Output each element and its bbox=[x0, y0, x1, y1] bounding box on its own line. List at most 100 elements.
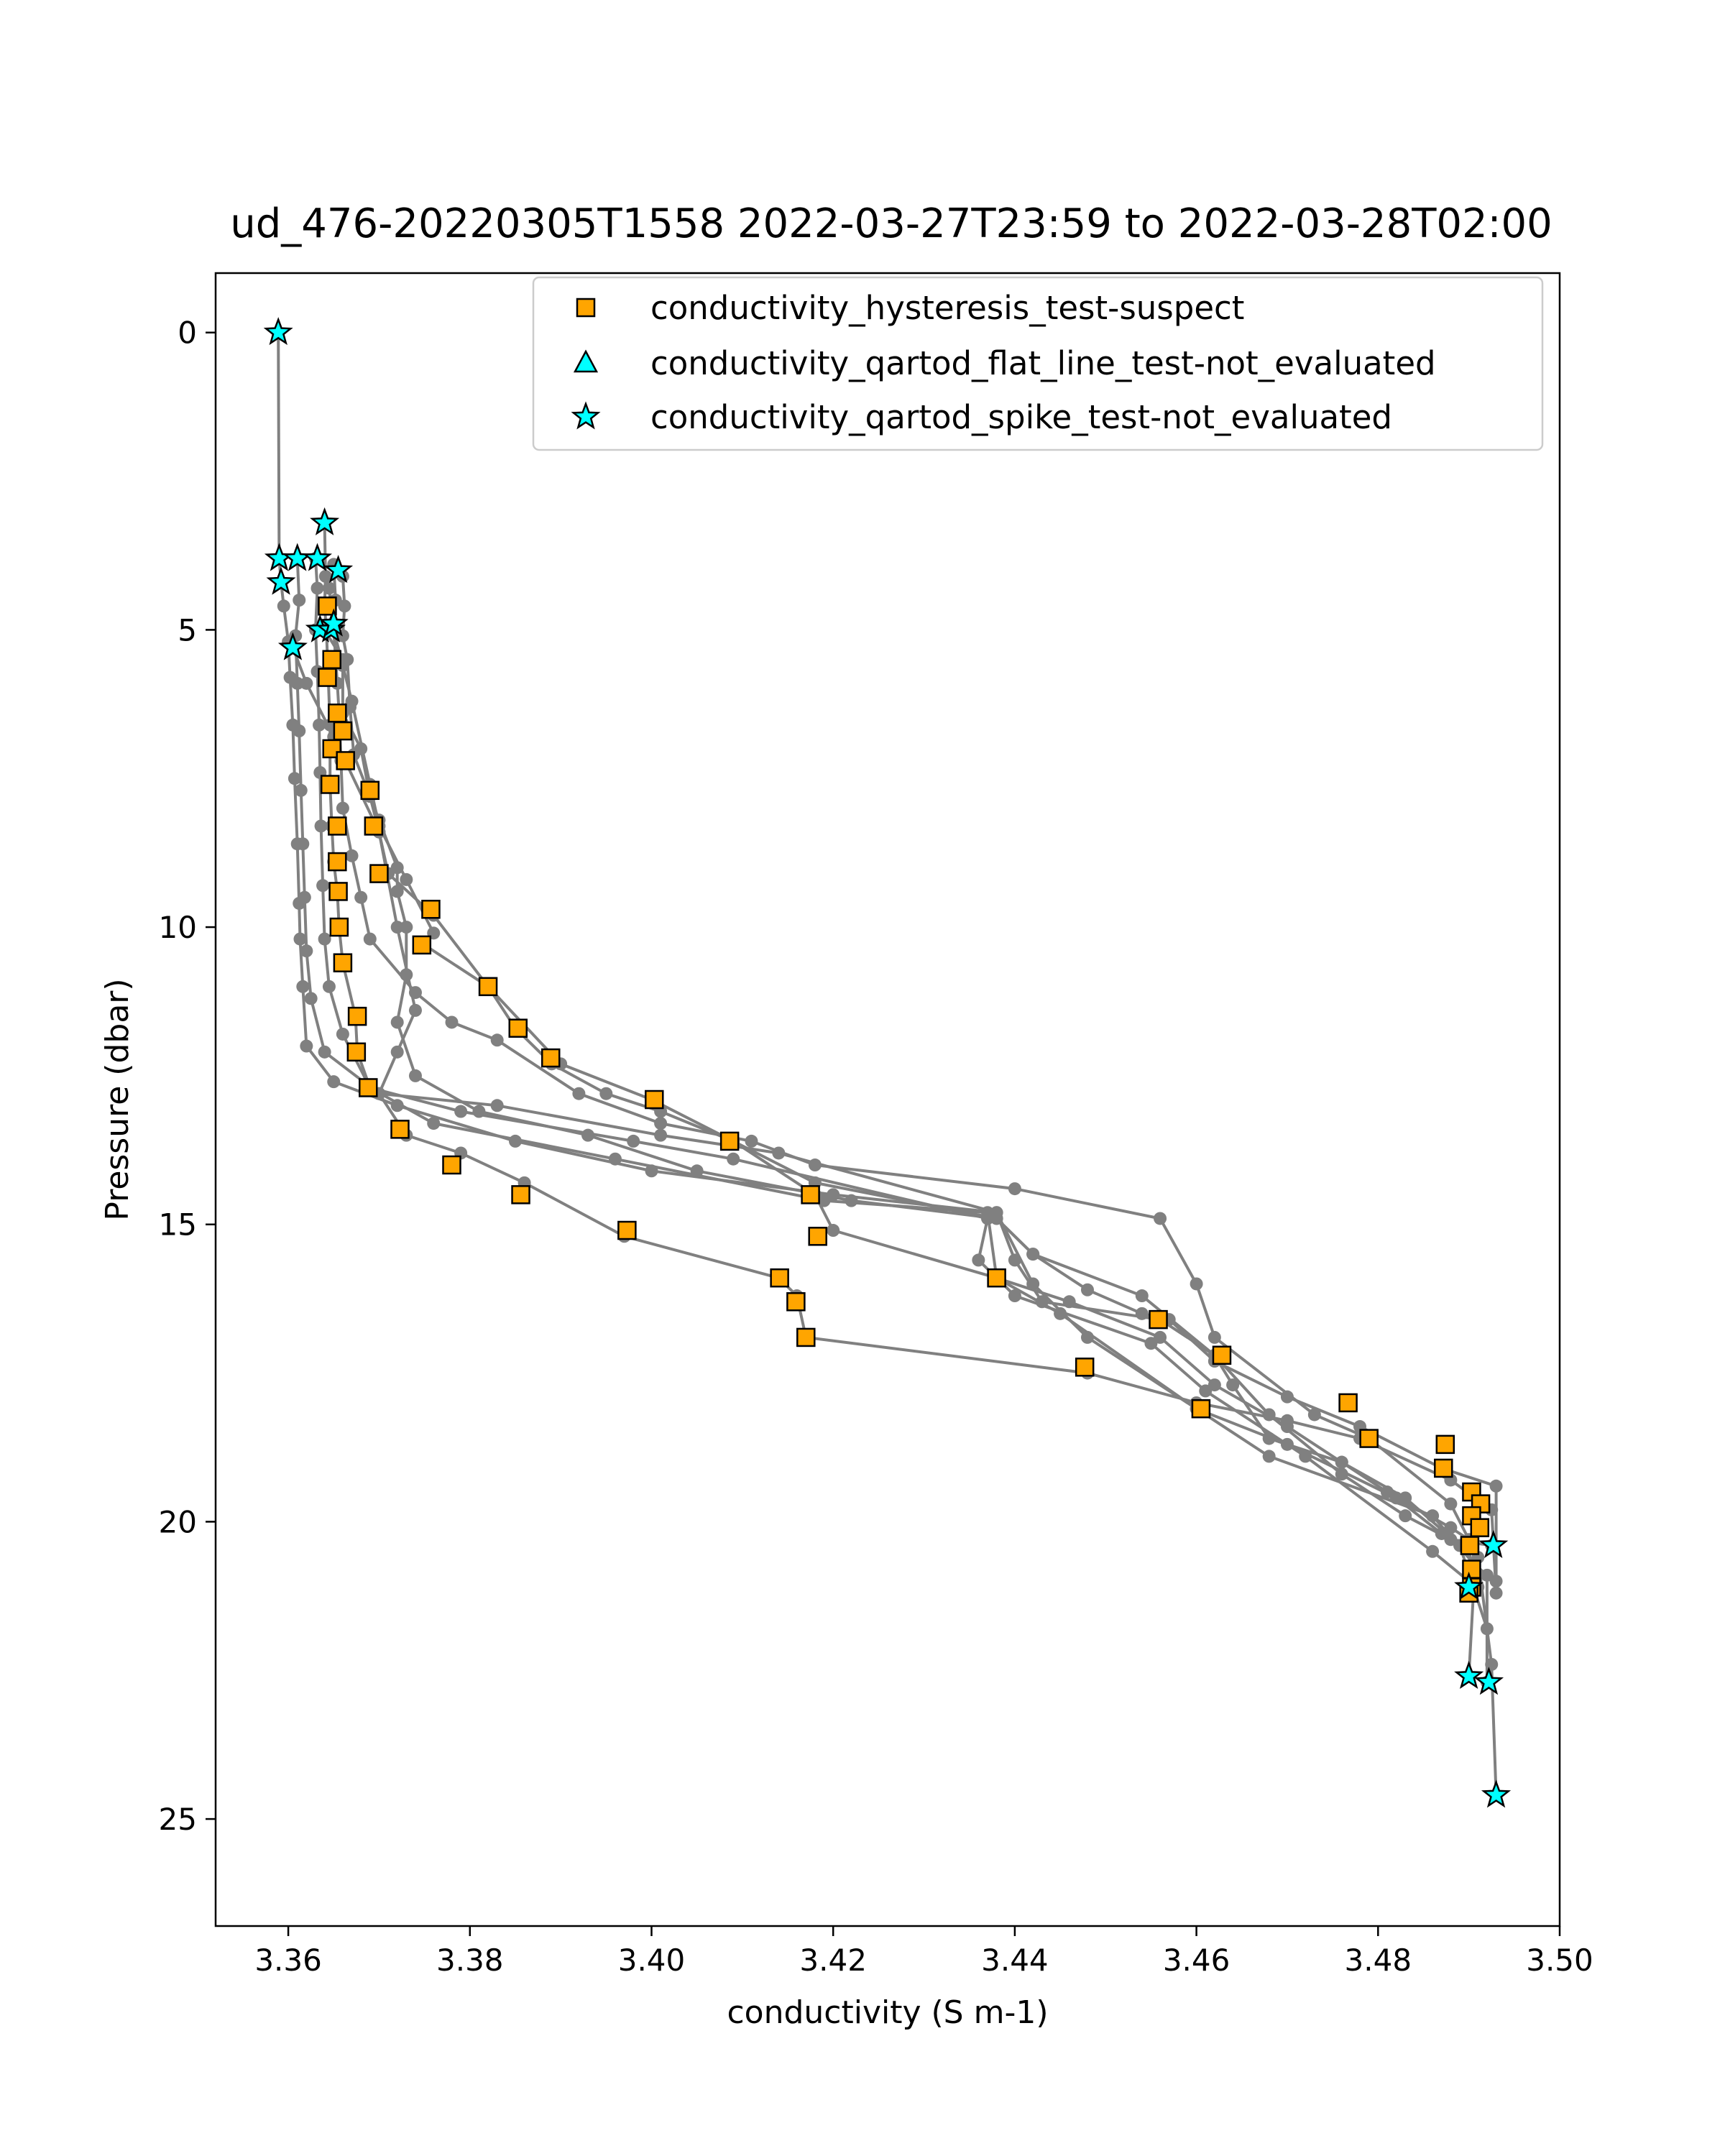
profile-point bbox=[314, 819, 328, 833]
hysteresis-suspect-marker bbox=[1338, 1393, 1358, 1413]
profile-point bbox=[1135, 1289, 1149, 1303]
profile-point bbox=[1154, 1330, 1167, 1344]
hysteresis-suspect-marker bbox=[478, 977, 498, 997]
spike-not-evaluated-marker bbox=[266, 566, 296, 595]
profile-point bbox=[1208, 1330, 1221, 1344]
profile-point bbox=[390, 1015, 404, 1029]
profile-point bbox=[1280, 1390, 1294, 1404]
hysteresis-suspect-marker bbox=[360, 780, 380, 801]
profile-point bbox=[294, 783, 308, 797]
profile-point bbox=[990, 1212, 1003, 1225]
hysteresis-suspect-marker bbox=[617, 1220, 637, 1240]
hysteresis-suspect-marker bbox=[1075, 1358, 1095, 1377]
profile-point bbox=[1054, 1307, 1067, 1320]
profile-point bbox=[288, 772, 301, 786]
profile-point bbox=[290, 676, 304, 690]
profile-point bbox=[581, 1128, 595, 1142]
profile-point bbox=[445, 1015, 459, 1029]
profile-point bbox=[808, 1158, 822, 1172]
hysteresis-suspect-marker bbox=[1435, 1434, 1455, 1455]
hysteresis-suspect-marker bbox=[328, 703, 347, 723]
spike-not-evaluated-markers bbox=[263, 317, 1512, 1808]
x-tick-label: 3.48 bbox=[1345, 1943, 1412, 1978]
profile-point bbox=[408, 1069, 422, 1082]
legend: conductivity_hysteresis_test-suspectcond… bbox=[532, 276, 1544, 451]
profile-point bbox=[608, 1152, 622, 1166]
spike-not-evaluated-marker bbox=[1478, 1529, 1509, 1558]
legend-box bbox=[532, 276, 1544, 451]
spike-not-evaluated-marker bbox=[263, 317, 293, 346]
profile-point bbox=[1335, 1468, 1348, 1481]
spike-not-evaluated-marker bbox=[303, 543, 332, 571]
hysteresis-suspect-marker bbox=[1434, 1458, 1453, 1478]
y-tick-label: 25 bbox=[159, 1802, 197, 1837]
spike-not-evaluated-marker bbox=[1473, 1667, 1504, 1695]
y-tick-label: 20 bbox=[159, 1504, 197, 1539]
x-axis-label: conductivity (S m-1) bbox=[727, 1994, 1048, 2031]
hysteresis-suspect-marker bbox=[1460, 1536, 1480, 1555]
hysteresis-suspect-marker bbox=[1470, 1518, 1490, 1537]
hysteresis-suspect-marker bbox=[1359, 1429, 1379, 1448]
profile-point bbox=[293, 594, 306, 607]
x-tick-label: 3.46 bbox=[1163, 1943, 1230, 1978]
profile-point bbox=[490, 1099, 504, 1112]
legend-label: conductivity_qartod_flat_line_test-not_e… bbox=[650, 344, 1436, 382]
hysteresis-suspect-marker bbox=[322, 650, 341, 670]
x-tick-label: 3.38 bbox=[436, 1943, 504, 1978]
profile-point bbox=[327, 1075, 341, 1089]
profile-point bbox=[310, 581, 324, 595]
x-tick-label: 3.50 bbox=[1526, 1943, 1593, 1978]
legend-square-icon bbox=[576, 298, 596, 318]
x-axis-ticks: 3.36 3.38 3.40 3.42 3.44 3.46 3.48 3.50 bbox=[254, 1926, 1593, 1978]
x-tick-label: 3.44 bbox=[981, 1943, 1049, 1978]
profile-point bbox=[296, 837, 310, 851]
chart-title: ud_476-20220305T1558 2022-03-27T23:59 to… bbox=[230, 201, 1552, 247]
spike-not-evaluated-marker bbox=[1454, 1660, 1484, 1690]
y-tick-label: 5 bbox=[178, 612, 197, 648]
hysteresis-suspect-marker bbox=[511, 1185, 530, 1204]
profile-point bbox=[1026, 1248, 1040, 1261]
profile-point bbox=[338, 599, 351, 613]
hysteresis-suspect-marker bbox=[333, 953, 353, 972]
profile-point bbox=[345, 694, 359, 708]
profile-point bbox=[313, 718, 326, 732]
hysteresis-suspect-marker bbox=[508, 1018, 528, 1038]
hysteresis-suspect-marker bbox=[1191, 1399, 1211, 1419]
profile-point bbox=[1080, 1283, 1094, 1296]
spike-not-evaluated-marker bbox=[310, 507, 340, 535]
profile-point bbox=[363, 932, 377, 946]
profile-point bbox=[322, 980, 336, 993]
legend-star-icon bbox=[571, 401, 601, 430]
profile-line bbox=[313, 558, 1479, 1589]
profile-point bbox=[300, 1039, 313, 1053]
hysteresis-suspect-marker bbox=[328, 816, 347, 836]
hysteresis-suspect-marker bbox=[796, 1327, 816, 1348]
profile-point bbox=[690, 1164, 704, 1178]
profile-point bbox=[390, 885, 404, 898]
y-tick-label: 15 bbox=[159, 1207, 197, 1243]
profile-point bbox=[316, 879, 330, 893]
spike-not-evaluated-marker bbox=[1481, 1779, 1512, 1808]
profile-point bbox=[599, 1087, 613, 1100]
hysteresis-suspect-marker bbox=[336, 751, 355, 770]
hysteresis-suspect-marker bbox=[540, 1048, 561, 1068]
hysteresis-suspect-marker bbox=[786, 1292, 806, 1312]
legend-label: conductivity_hysteresis_test-suspect bbox=[650, 289, 1244, 327]
profile-point bbox=[318, 569, 332, 583]
profile-point bbox=[972, 1253, 985, 1267]
profile-point bbox=[400, 921, 413, 934]
profile-point bbox=[1444, 1521, 1458, 1534]
hysteresis-suspect-marker bbox=[1462, 1560, 1481, 1579]
profile-point bbox=[354, 890, 368, 904]
profile-point bbox=[390, 861, 404, 875]
profile-point bbox=[1380, 1485, 1394, 1499]
profile-point bbox=[293, 724, 306, 738]
hysteresis-suspect-markers bbox=[318, 596, 1491, 1603]
hysteresis-suspect-marker bbox=[333, 721, 353, 741]
hysteresis-suspect-marker bbox=[808, 1227, 827, 1246]
hysteresis-suspect-marker bbox=[987, 1268, 1006, 1288]
profile-point bbox=[490, 1033, 504, 1047]
profile-point bbox=[390, 1045, 404, 1059]
hysteresis-suspect-marker bbox=[318, 668, 337, 687]
profile-point bbox=[1062, 1295, 1076, 1309]
